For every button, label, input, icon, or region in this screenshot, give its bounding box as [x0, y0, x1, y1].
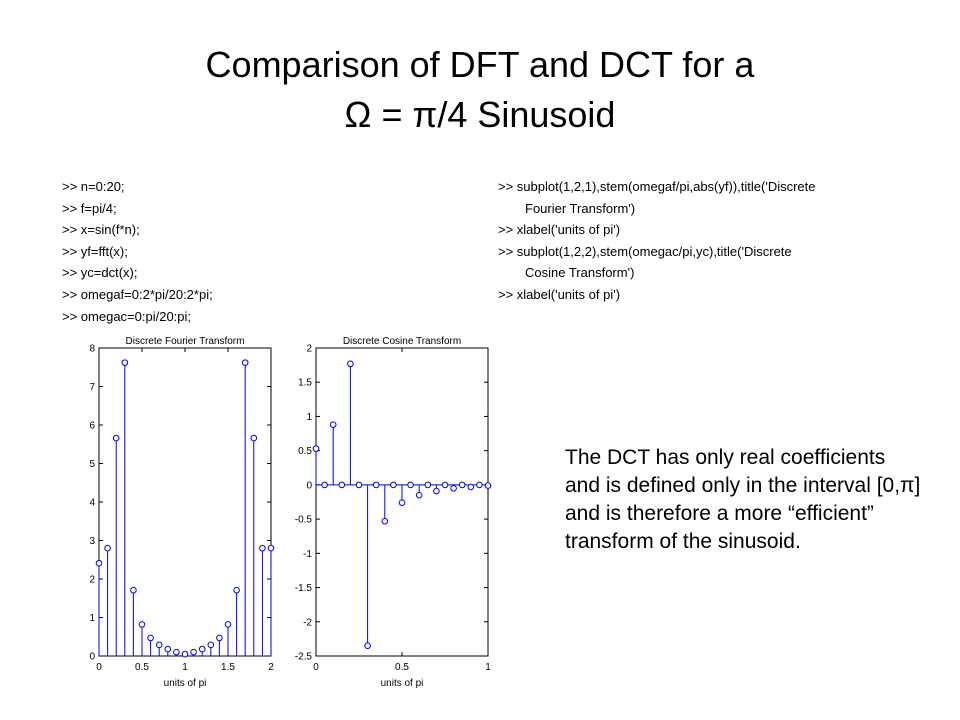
code-line: >> x=sin(f*n); [62, 222, 140, 238]
code-line: >> omegac=0:pi/20:pi; [62, 308, 192, 324]
stem-marker [267, 544, 275, 552]
stem-marker [364, 642, 371, 650]
matlab-code-left: >> n=0:20; >> f=pi/4; >> x=sin(f*n); >> … [62, 176, 462, 327]
y-tick-label: 0.5 [298, 446, 312, 457]
slide-title: Comparison of DFT and DCT for a Ω = π/4 … [0, 40, 960, 140]
y-tick-label: 1.5 [298, 378, 312, 389]
stem-marker [216, 634, 223, 642]
x-tick-label: 1.5 [221, 662, 235, 673]
stem-marker [95, 559, 103, 567]
stem-marker [398, 499, 406, 506]
stem-marker [347, 360, 354, 368]
stem-marker [450, 485, 457, 492]
code-line: >> omegaf=0:2*pi/20:2*pi; [62, 286, 213, 302]
x-axis-label: units of pi [164, 678, 207, 689]
y-tick-label: 1 [89, 613, 95, 624]
code-line: >> xlabel('units of pi') [498, 286, 621, 302]
y-tick-label: 7 [89, 382, 95, 393]
y-tick-label: -1.5 [295, 583, 313, 594]
code-line: >> f=pi/4; [62, 200, 117, 216]
stem-marker [138, 621, 146, 628]
code-line: >> subplot(1,2,1),stem(omegaf/pi,abs(yf)… [498, 179, 816, 194]
stem-marker [224, 621, 232, 628]
stem-marker [484, 482, 492, 489]
y-tick-label: -2 [303, 617, 312, 628]
stem-marker [241, 359, 249, 366]
x-tick-label: 0 [313, 662, 319, 673]
code-line: >> yc=dct(x); [62, 265, 138, 281]
x-tick-label: 1 [182, 662, 188, 673]
code-line: >> n=0:20; [62, 179, 125, 194]
explanation-note: The DCT has only real coefficients and i… [565, 446, 921, 553]
stem-marker [476, 481, 483, 489]
code-line-continuation: Fourier Transform') [525, 200, 636, 216]
stem-marker [355, 481, 363, 489]
code-line: >> xlabel('units of pi') [498, 222, 621, 238]
y-tick-label: 0 [306, 480, 312, 491]
x-tick-label: 0 [96, 662, 102, 673]
y-tick-label: 2 [306, 344, 312, 355]
stem-marker [381, 517, 389, 525]
code-line: >> subplot(1,2,2),stem(omegac/pi,yc),tit… [498, 243, 792, 259]
stem-marker [312, 445, 320, 452]
stem-marker [441, 481, 449, 489]
stem-marker [329, 421, 337, 428]
plot-title: Discrete Cosine Transform [343, 336, 461, 347]
stem-marker [458, 481, 466, 489]
stem-marker [233, 586, 240, 594]
x-axis-label: units of pi [381, 678, 424, 689]
stem-marker [467, 483, 475, 491]
stem-marker [147, 634, 154, 642]
stem-marker [112, 434, 120, 442]
stem-marker [321, 481, 328, 489]
y-tick-label: 1 [306, 412, 312, 423]
y-tick-label: 6 [89, 421, 95, 432]
y-tick-label: -2.5 [295, 652, 313, 663]
y-tick-label: 4 [89, 498, 95, 509]
y-tick-label: 3 [89, 536, 95, 547]
stem-marker [372, 481, 380, 489]
stem-marker [250, 434, 258, 442]
y-tick-label: 8 [89, 344, 95, 355]
stem-marker [190, 648, 197, 656]
stem-marker [424, 481, 432, 489]
stem-marker [338, 481, 346, 489]
stem-marker [181, 650, 189, 658]
x-tick-label: 1 [485, 662, 491, 673]
plot-title: Discrete Fourier Transform [126, 336, 245, 347]
x-tick-label: 2 [268, 662, 274, 673]
title-line-2: Ω = π/4 Sinusoid [344, 94, 616, 135]
stem-marker [433, 487, 440, 495]
y-tick-label: -0.5 [295, 515, 313, 526]
stem-marker [415, 491, 423, 499]
y-tick-label: 5 [89, 459, 95, 470]
stem-marker [164, 645, 172, 653]
y-tick-label: -1 [303, 549, 312, 560]
code-line: >> yf=fft(x); [62, 243, 128, 259]
stem-marker [155, 641, 163, 649]
stem-marker [198, 645, 206, 653]
stem-marker [130, 586, 137, 594]
y-tick-label: 0 [89, 652, 95, 663]
matlab-code-right: >> subplot(1,2,1),stem(omegaf/pi,abs(yf)… [498, 176, 928, 306]
y-tick-label: 2 [89, 575, 95, 586]
stem-marker [121, 359, 129, 366]
stem-marker [390, 481, 397, 489]
x-tick-label: 0.5 [135, 662, 149, 673]
x-tick-label: 0.5 [395, 662, 409, 673]
stem-marker [173, 648, 180, 656]
stem-marker [407, 481, 414, 489]
code-line-continuation: Cosine Transform') [525, 265, 635, 281]
stem-marker [104, 544, 111, 552]
title-line-1: Comparison of DFT and DCT for a [205, 44, 755, 85]
stem-marker [259, 544, 266, 552]
stem-marker [207, 641, 215, 649]
